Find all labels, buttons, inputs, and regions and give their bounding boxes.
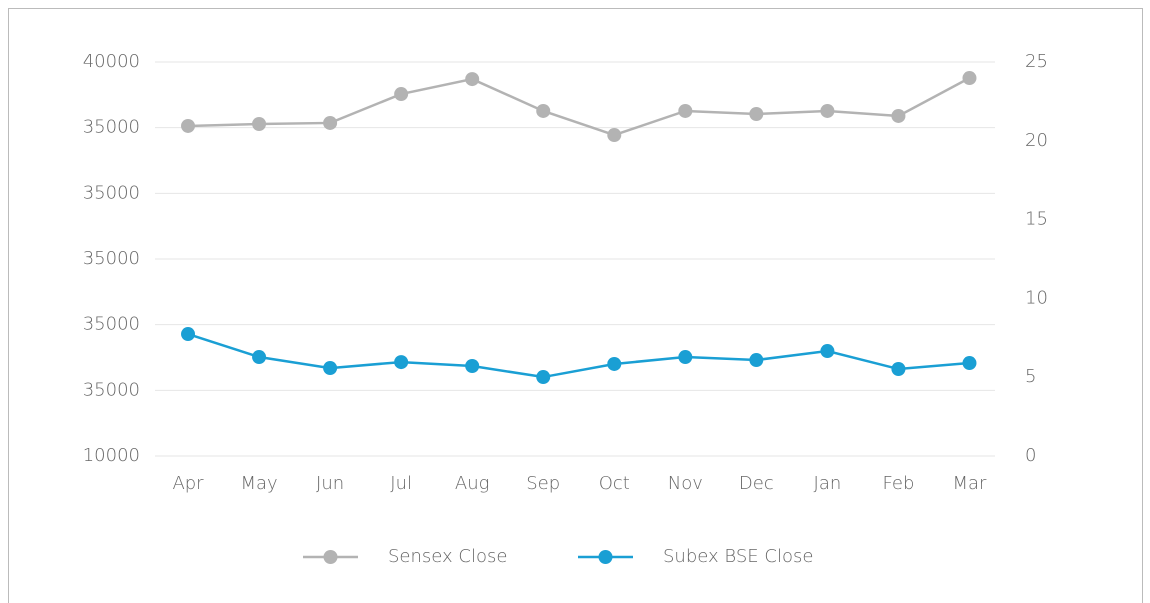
series-line bbox=[187, 76, 971, 137]
x-tick-label: Feb bbox=[883, 473, 915, 494]
y-tick-label: 35000 bbox=[83, 314, 140, 335]
y2-tick-label: 5 bbox=[1025, 366, 1036, 387]
data-point bbox=[749, 353, 764, 368]
series-line bbox=[187, 332, 970, 379]
x-tick-label: Mar bbox=[952, 473, 987, 494]
frame bbox=[8, 8, 1143, 603]
data-point bbox=[678, 103, 693, 118]
x-tick-label: Jun bbox=[316, 473, 344, 494]
data-point bbox=[962, 356, 977, 371]
data-point bbox=[678, 350, 693, 365]
y2-tick-label: 25 bbox=[1025, 51, 1048, 72]
data-point bbox=[820, 103, 835, 118]
y-tick-label: 35000 bbox=[83, 379, 140, 400]
y2-tick-label: 15 bbox=[1025, 209, 1048, 230]
x-tick-label: Apr bbox=[172, 473, 204, 494]
y2-tick-label: 20 bbox=[1025, 130, 1048, 151]
legend-marker bbox=[323, 550, 338, 564]
data-point bbox=[820, 344, 835, 359]
legend-marker bbox=[598, 550, 613, 564]
legend-label: Subex BSE Close bbox=[663, 546, 813, 567]
data-point bbox=[607, 356, 622, 371]
x-tick-label: Sep bbox=[526, 473, 560, 494]
data-point bbox=[394, 87, 409, 102]
data-point bbox=[394, 355, 409, 370]
x-tick-label: Jul bbox=[390, 473, 412, 494]
data-point bbox=[749, 107, 764, 122]
data-point bbox=[181, 327, 196, 342]
y-tick-label: 35000 bbox=[83, 117, 140, 138]
x-tick-label: May bbox=[240, 473, 277, 494]
data-point bbox=[536, 370, 551, 385]
data-point bbox=[323, 361, 338, 376]
data-point bbox=[891, 362, 906, 377]
data-point bbox=[323, 115, 338, 130]
data-point bbox=[252, 350, 267, 365]
data-point bbox=[465, 359, 480, 374]
y-tick-label: 35000 bbox=[83, 248, 140, 269]
legend-label: Sensex Close bbox=[388, 546, 507, 567]
y-tick-label: 40000 bbox=[83, 51, 140, 72]
x-tick-label: Aug bbox=[455, 473, 490, 494]
data-point bbox=[891, 108, 906, 123]
x-tick-label: Jan bbox=[814, 473, 842, 494]
x-tick-label: Nov bbox=[668, 473, 703, 494]
data-point bbox=[181, 118, 196, 133]
data-point bbox=[536, 103, 551, 118]
y-tick-label: 10000 bbox=[83, 445, 140, 466]
y-tick-label: 35000 bbox=[83, 182, 140, 203]
x-tick-label: Oct bbox=[599, 473, 630, 494]
y2-tick-label: 10 bbox=[1025, 287, 1048, 308]
x-tick-label: Dec bbox=[739, 473, 774, 494]
data-point bbox=[607, 128, 622, 143]
data-point bbox=[962, 71, 977, 86]
y2-tick-label: 0 bbox=[1025, 445, 1036, 466]
data-point bbox=[465, 72, 480, 87]
data-point bbox=[252, 116, 267, 131]
